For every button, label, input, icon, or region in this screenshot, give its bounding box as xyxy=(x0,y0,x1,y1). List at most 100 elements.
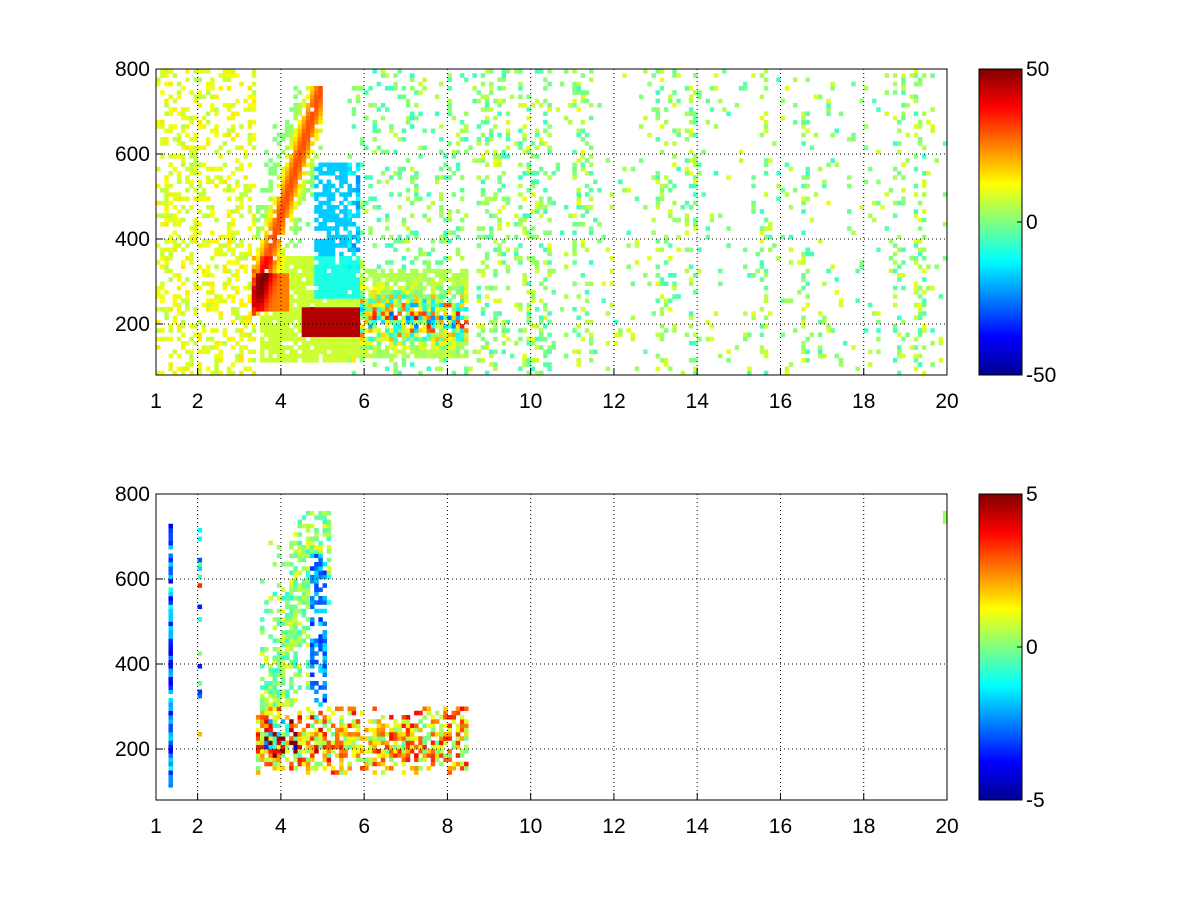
heatmap-cell xyxy=(185,145,190,151)
heatmap-cell xyxy=(497,111,502,117)
heatmap-cell xyxy=(260,294,265,299)
heatmap-cell xyxy=(310,328,315,333)
heatmap-cell xyxy=(185,77,190,83)
heatmap-cell xyxy=(780,98,785,104)
heatmap-cell xyxy=(913,302,919,308)
heatmap-cell xyxy=(222,69,228,74)
heatmap-cell xyxy=(663,141,669,146)
heatmap-cell xyxy=(389,285,394,291)
heatmap-cell xyxy=(459,273,465,278)
heatmap-cell xyxy=(305,353,311,359)
heatmap-cell xyxy=(339,349,344,355)
heatmap-cell xyxy=(297,145,303,151)
heatmap-cell xyxy=(264,655,269,661)
heatmap-cell xyxy=(218,154,223,159)
heatmap-cell xyxy=(230,234,236,240)
heatmap-cell xyxy=(318,166,323,172)
heatmap-cell xyxy=(422,319,427,325)
heatmap-cell xyxy=(563,251,569,257)
heatmap-cell xyxy=(447,353,452,359)
heatmap-cell xyxy=(335,294,340,299)
heatmap-cell xyxy=(310,166,315,172)
heatmap-cell xyxy=(339,162,344,168)
heatmap-cell xyxy=(326,345,332,350)
heatmap-cell xyxy=(285,732,290,737)
heatmap-cell xyxy=(447,175,452,180)
heatmap-cell xyxy=(601,298,606,304)
heatmap-cell xyxy=(168,664,173,669)
heatmap-cell xyxy=(455,141,461,146)
heatmap-cell xyxy=(160,336,165,342)
heatmap-cell xyxy=(384,107,390,112)
heatmap-cell xyxy=(751,209,756,214)
heatmap-cell xyxy=(743,336,748,342)
heatmap-cell xyxy=(251,132,257,138)
heatmap-cell xyxy=(543,209,548,214)
heatmap-cell xyxy=(759,277,765,282)
heatmap-cell xyxy=(426,260,432,265)
heatmap-cell xyxy=(559,81,565,87)
heatmap-cell xyxy=(439,192,444,197)
heatmap-cell xyxy=(255,307,261,312)
heatmap-cell xyxy=(501,324,506,329)
heatmap-cell xyxy=(347,358,352,363)
heatmap-cell xyxy=(734,103,740,108)
heatmap-cell xyxy=(255,205,261,210)
heatmap-cell xyxy=(630,281,636,287)
heatmap-cell xyxy=(243,175,248,180)
heatmap-cell xyxy=(534,358,540,363)
heatmap-cell xyxy=(942,519,948,525)
heatmap-cell xyxy=(368,298,373,304)
heatmap-cell xyxy=(247,209,253,214)
heatmap-cell xyxy=(476,243,482,248)
heatmap-cell xyxy=(351,732,357,737)
heatmap-cell xyxy=(272,311,278,316)
heatmap-cell xyxy=(301,349,307,355)
heatmap-cell xyxy=(339,260,344,265)
heatmap-cell xyxy=(305,145,311,151)
heatmap-cell xyxy=(913,213,919,219)
heatmap-cell xyxy=(543,336,548,342)
heatmap-cell xyxy=(276,553,282,559)
heatmap-cell xyxy=(326,247,332,253)
heatmap-cell xyxy=(243,332,248,338)
heatmap-cell xyxy=(305,137,311,142)
heatmap-cell xyxy=(472,349,477,355)
heatmap-cell xyxy=(201,302,207,308)
heatmap-cell xyxy=(414,353,419,359)
heatmap-cell xyxy=(339,222,344,227)
heatmap-cell xyxy=(264,345,269,350)
heatmap-cell xyxy=(693,370,698,376)
heatmap-cell xyxy=(289,213,294,219)
heatmap-cell xyxy=(459,196,465,202)
heatmap-cell xyxy=(655,247,661,253)
heatmap-cell xyxy=(588,230,594,236)
heatmap-cell xyxy=(301,740,307,746)
heatmap-cell xyxy=(330,217,336,223)
heatmap-cell xyxy=(451,273,457,278)
heatmap-cell xyxy=(343,285,348,291)
heatmap-cell xyxy=(172,370,178,376)
heatmap-cell xyxy=(505,120,511,125)
heatmap-cell xyxy=(347,222,352,227)
heatmap-cell xyxy=(663,358,669,363)
heatmap-cell xyxy=(305,664,311,669)
heatmap-cell xyxy=(168,532,173,537)
heatmap-cell xyxy=(305,511,311,516)
heatmap-cell xyxy=(892,213,898,219)
heatmap-cell xyxy=(301,264,307,270)
heatmap-cell xyxy=(293,200,298,206)
heatmap-cell xyxy=(672,285,677,291)
heatmap-cell xyxy=(688,149,694,155)
heatmap-cell xyxy=(168,783,173,788)
heatmap-cell xyxy=(322,519,327,525)
heatmap-cell xyxy=(226,260,232,265)
heatmap-cell xyxy=(409,336,415,342)
heatmap-cell xyxy=(930,328,935,333)
heatmap-cell xyxy=(826,107,831,112)
heatmap-cell xyxy=(439,298,444,304)
heatmap-cell xyxy=(293,341,298,346)
heatmap-cell xyxy=(543,188,548,193)
heatmap-cell xyxy=(201,188,207,193)
heatmap-cell xyxy=(168,766,173,771)
